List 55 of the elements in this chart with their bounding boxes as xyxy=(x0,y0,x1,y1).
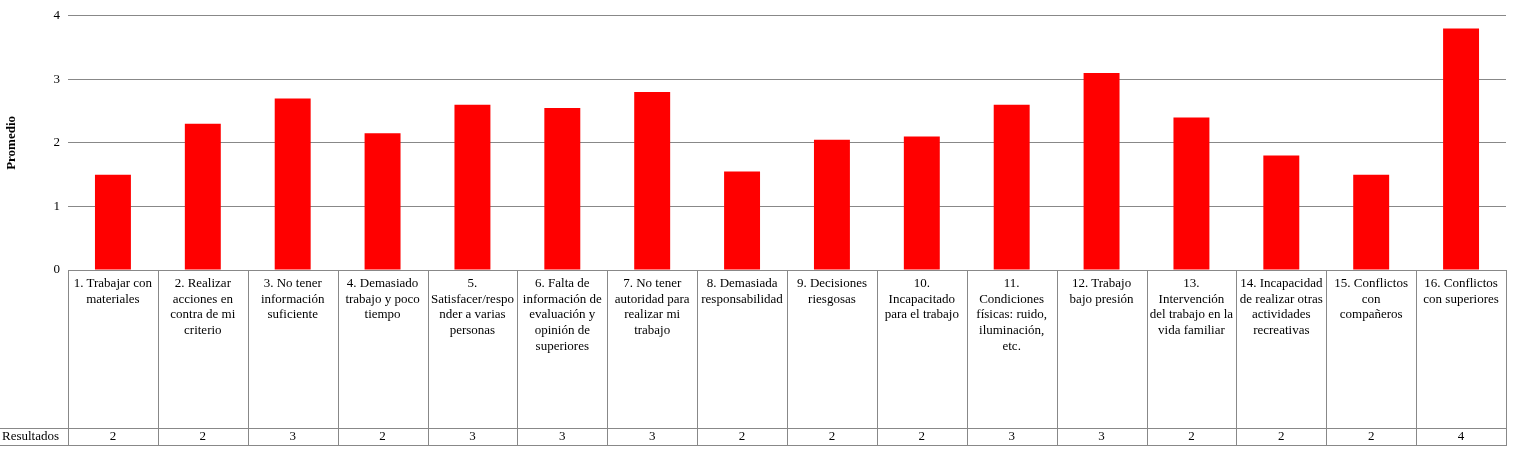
bar xyxy=(184,123,221,270)
x-tick-label: 15. Conflictos con compañeros xyxy=(1334,275,1409,322)
x-tick-label: 7. No tener autoridad para realizar mi trabajo xyxy=(614,275,690,338)
bar xyxy=(274,98,311,270)
x-tick-label: 2. Realizar acciones en contra de mi criterio xyxy=(170,275,236,338)
bar xyxy=(634,92,671,270)
x-tick-label: 6. Falta de información de evaluación y opinión de superiores xyxy=(522,275,603,353)
x-tick-label: 4. Demasiado trabajo y poco tiempo xyxy=(345,275,420,322)
bar xyxy=(903,136,940,270)
y-tick-label: 0 xyxy=(53,261,60,277)
x-tick-label: 10. Incapacitado para el trabajo xyxy=(884,275,959,322)
bar xyxy=(813,139,850,270)
bar xyxy=(544,107,581,270)
x-tick-label: 8. Demasiada responsabilidad xyxy=(701,275,784,306)
bar xyxy=(1263,155,1300,270)
x-tick-label: 3. No tener información suficiente xyxy=(260,275,325,322)
bar xyxy=(94,174,131,270)
data-label: 3 xyxy=(1008,428,1015,444)
y-tick-label: 3 xyxy=(53,70,60,86)
bar xyxy=(1353,174,1390,270)
data-label: 3 xyxy=(469,428,476,444)
data-label: 2 xyxy=(1278,428,1285,444)
data-label: 2 xyxy=(109,428,117,444)
bar xyxy=(724,171,761,270)
x-tick-label: 5. Satisfacer/responder a varias personas xyxy=(430,275,514,338)
x-tick-label: 16. Conflictos con superiores xyxy=(1423,275,1499,306)
data-label: 3 xyxy=(559,428,566,444)
bar xyxy=(1083,73,1120,270)
data-label: 2 xyxy=(918,428,926,444)
data-label: 4 xyxy=(1457,428,1465,444)
data-label: 2 xyxy=(379,428,386,444)
x-tick-label: 14. Incapacidad de realizar otras actividades recreativas xyxy=(1239,275,1323,338)
y-tick-label: 4 xyxy=(53,7,61,23)
bar xyxy=(1443,28,1480,270)
bar xyxy=(993,104,1030,270)
data-label: 2 xyxy=(1188,428,1195,444)
x-tick-label: 9. Decisiones riesgosas xyxy=(796,275,867,306)
data-label: 2 xyxy=(199,428,207,444)
data-label: 2 xyxy=(738,428,746,444)
x-tick-label: 13. Intervención del trabajo en la vida familiar xyxy=(1149,275,1234,338)
data-label: 3 xyxy=(1098,428,1105,444)
x-tick-label: 12. Trabajo bajo presión xyxy=(1069,275,1135,306)
data-label: 3 xyxy=(289,428,296,444)
data-label: 3 xyxy=(648,428,656,444)
x-tick-label: 1. Trabajar con materiales xyxy=(73,275,153,306)
y-axis-title: Promedio xyxy=(3,115,19,170)
y-tick-label: 1 xyxy=(53,197,60,213)
data-label: 2 xyxy=(1367,428,1375,444)
bar xyxy=(1173,117,1210,270)
data-label: 2 xyxy=(828,428,836,444)
text: Resultados xyxy=(2,428,60,444)
bar xyxy=(364,133,401,270)
x-tick-label: 11. Condiciones físicas: ruido, iluminación, etc. xyxy=(976,275,1048,353)
y-tick-label: 2 xyxy=(53,134,60,150)
bar xyxy=(454,104,491,270)
